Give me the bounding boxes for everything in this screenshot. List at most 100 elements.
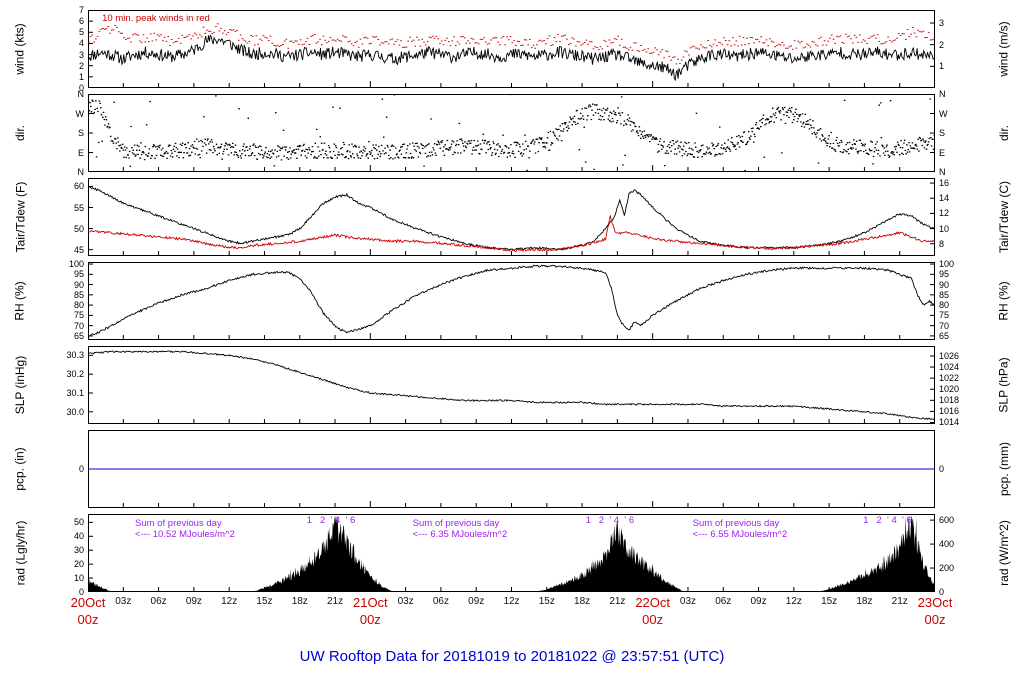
dir-ytick-right: S (939, 128, 946, 138)
rh-ytick-left: 85 (73, 289, 84, 300)
x-tick-label: 09z (185, 596, 202, 607)
wind-right-axis-label-text: wind (m/s) (997, 21, 1011, 77)
wind-ytick-left: 4 (78, 38, 84, 49)
rh-right-axis-label: RH (%) (984, 262, 1024, 340)
x-tick-label: 12z (503, 596, 520, 607)
dir-right-axis-label: dir. (984, 94, 1024, 172)
temp-right-axis-label: Tair/Tdew (C) (984, 178, 1024, 256)
x-tick-label: 18z (574, 596, 591, 607)
dir-ytick-right: W (939, 108, 948, 119)
slp-ytick-right: 1014 (939, 417, 960, 428)
slp-ytick-left: 30.3 (66, 350, 84, 361)
rad-ytick-right: 600 (939, 515, 955, 526)
rad-annotation: Sum of previous day <--- 6.35 MJoules/m^… (412, 518, 508, 540)
temp-ytick-right: 14 (939, 193, 950, 204)
rh-ytick-right: 65 (939, 330, 950, 341)
dir-left-axis-label-text: dir. (12, 124, 27, 142)
temp-ytick-left: 60 (73, 181, 84, 192)
slp-ytick-right: 1026 (939, 350, 960, 361)
x-tick-label: 15z (538, 596, 555, 607)
dir-right-axis-label-text: dir. (996, 124, 1011, 142)
figure-title: UW Rooftop Data for 20181019 to 20181022… (299, 648, 725, 665)
dir-ytick-right: N (939, 167, 946, 177)
wind-ytick-right: 2 (939, 39, 945, 50)
wind-left-axis-label: wind (kts) (0, 10, 40, 88)
x-tick-label: 21z (609, 596, 626, 607)
rad-ytick-left: 20 (73, 559, 84, 570)
temp-ytick-right: 12 (939, 208, 950, 219)
x-date-label: 21Oct 00z (352, 595, 388, 627)
slp-ytick-left: 30.1 (66, 387, 84, 398)
wind-ytick-left: 5 (78, 27, 84, 38)
x-tick-label: 06z (715, 596, 732, 607)
dir-ytick-left: N (77, 89, 85, 99)
panel-rh (87, 262, 936, 340)
rh-ytick-right: 90 (939, 279, 950, 290)
panel-wind (87, 9, 937, 89)
x-tick-label: 03z (115, 596, 132, 607)
panel-dir (87, 93, 936, 173)
rad-annotation: Sum of previous day <--- 10.52 MJoules/m… (135, 518, 235, 540)
rad-left-axis-label: rad (Lgly/hr) (0, 514, 40, 592)
slp-left-axis-label-text: SLP (inHg) (13, 355, 28, 415)
rh-left-axis-label-text: RH (%) (12, 281, 27, 321)
wind-ytick-right: 3 (939, 18, 945, 29)
dir-ytick-left: W (75, 108, 85, 119)
slp-right-axis-label: SLP (hPa) (984, 346, 1024, 424)
x-tick-label: 18z (291, 596, 308, 607)
rh-ytick-right: 75 (939, 310, 950, 321)
rh-ytick-left: 70 (73, 320, 84, 331)
rh-ytick-right: 85 (939, 289, 950, 300)
panel-slp (87, 346, 936, 424)
rh-ytick-left: 75 (73, 310, 84, 321)
wind-left-axis-label-text: wind (kts) (13, 23, 27, 75)
rad-ytick-left: 30 (73, 545, 84, 556)
dir-ytick-left: N (77, 167, 85, 177)
wind-ytick-left: 2 (78, 60, 84, 71)
rh-ytick-right: 100 (939, 259, 955, 270)
dir-left-axis-label: dir. (0, 94, 40, 172)
temp-ytick-left: 55 (73, 202, 84, 213)
wind-ytick-left: 6 (78, 16, 84, 27)
x-tick-label: 09z (750, 596, 767, 607)
slp-ytick-right: 1024 (939, 362, 960, 373)
x-tick-label: 15z (256, 596, 273, 607)
x-tick-label: 15z (821, 596, 838, 607)
panel-pcp (87, 430, 936, 508)
rad-ytick-right: 200 (939, 563, 955, 574)
wind-ytick-left: 1 (78, 71, 84, 82)
wind-ytick-left: 7 (78, 5, 84, 15)
panel-temp (87, 178, 936, 256)
x-tick-label: 06z (432, 596, 449, 607)
temp-left-axis-label: Tair/Tdew (F) (0, 178, 40, 256)
wind-ytick-left: 0 (78, 83, 84, 93)
slp-ytick-right: 1018 (939, 395, 960, 406)
rh-ytick-left: 90 (73, 279, 84, 290)
x-tick-label: 18z (856, 596, 873, 607)
panel-rad (87, 514, 936, 593)
x-tick-label: 03z (679, 596, 697, 607)
x-tick-label: 09z (468, 596, 485, 607)
dir-ytick-right: E (939, 147, 946, 158)
x-date-label: 23Oct 00z (917, 595, 953, 627)
temp-ytick-right: 16 (939, 178, 950, 189)
x-tick-label: 12z (221, 596, 238, 607)
slp-ytick-left: 30.0 (66, 406, 84, 417)
rh-ytick-left: 65 (73, 330, 84, 341)
rh-right-axis-label-text: RH (%) (996, 281, 1011, 321)
dir-ytick-left: S (77, 128, 84, 138)
rh-ytick-left: 100 (68, 259, 84, 270)
x-date-label: 22Oct 00z (635, 595, 670, 627)
x-tick-label: 21z (326, 596, 344, 607)
rad-ytick-right: 400 (939, 539, 955, 550)
pcp-left-axis-label: pcp. (in) (0, 430, 40, 508)
wind-right-axis-label: wind (m/s) (984, 10, 1024, 88)
rad-ytick-left: 50 (73, 517, 84, 528)
rad-ytick-left: 10 (73, 573, 84, 584)
slp-right-axis-label-text: SLP (hPa) (997, 357, 1011, 413)
rh-ytick-left: 95 (73, 269, 84, 280)
rad-annotation: 1 2 ' 4 ' 6 (306, 515, 356, 526)
x-tick-label: 21z (891, 596, 908, 607)
temp-left-axis-label-text: Tair/Tdew (F) (13, 181, 28, 253)
